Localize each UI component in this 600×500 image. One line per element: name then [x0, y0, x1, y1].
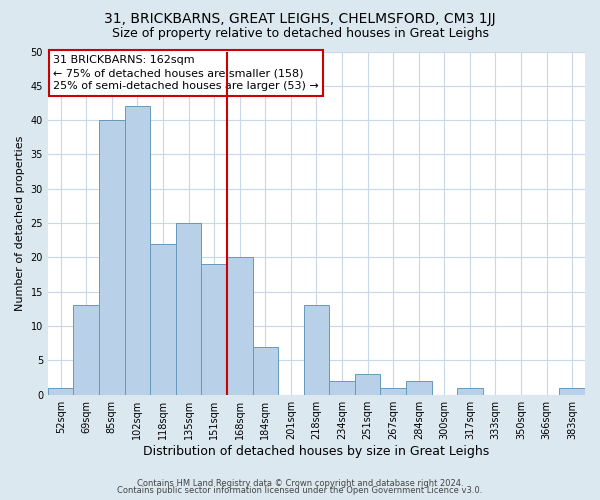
Bar — [150, 244, 176, 394]
Bar — [125, 106, 150, 395]
X-axis label: Distribution of detached houses by size in Great Leighs: Distribution of detached houses by size … — [143, 444, 490, 458]
Bar — [253, 346, 278, 395]
Bar — [406, 381, 431, 394]
Text: Size of property relative to detached houses in Great Leighs: Size of property relative to detached ho… — [112, 28, 488, 40]
Bar — [304, 306, 329, 394]
Bar — [73, 306, 99, 394]
Bar — [48, 388, 73, 394]
Y-axis label: Number of detached properties: Number of detached properties — [15, 136, 25, 311]
Text: 31, BRICKBARNS, GREAT LEIGHS, CHELMSFORD, CM3 1JJ: 31, BRICKBARNS, GREAT LEIGHS, CHELMSFORD… — [104, 12, 496, 26]
Bar — [227, 258, 253, 394]
Bar — [380, 388, 406, 394]
Bar — [176, 223, 202, 394]
Bar — [329, 381, 355, 394]
Text: Contains HM Land Registry data © Crown copyright and database right 2024.: Contains HM Land Registry data © Crown c… — [137, 478, 463, 488]
Bar — [202, 264, 227, 394]
Bar — [99, 120, 125, 394]
Bar — [457, 388, 482, 394]
Bar — [559, 388, 585, 394]
Bar — [355, 374, 380, 394]
Text: Contains public sector information licensed under the Open Government Licence v3: Contains public sector information licen… — [118, 486, 482, 495]
Text: 31 BRICKBARNS: 162sqm
← 75% of detached houses are smaller (158)
25% of semi-det: 31 BRICKBARNS: 162sqm ← 75% of detached … — [53, 55, 319, 92]
